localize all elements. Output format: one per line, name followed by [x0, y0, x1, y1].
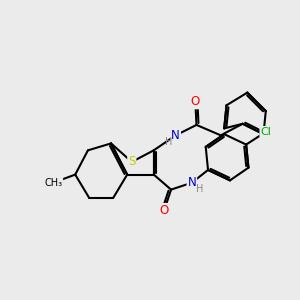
Text: S: S	[128, 155, 136, 168]
Text: O: O	[160, 204, 169, 217]
Text: CH₃: CH₃	[44, 178, 62, 188]
Text: N: N	[188, 176, 196, 189]
Text: N: N	[171, 129, 180, 142]
Text: H: H	[196, 184, 203, 194]
Text: Cl: Cl	[260, 127, 271, 137]
Text: O: O	[191, 95, 200, 108]
Text: H: H	[165, 137, 172, 147]
